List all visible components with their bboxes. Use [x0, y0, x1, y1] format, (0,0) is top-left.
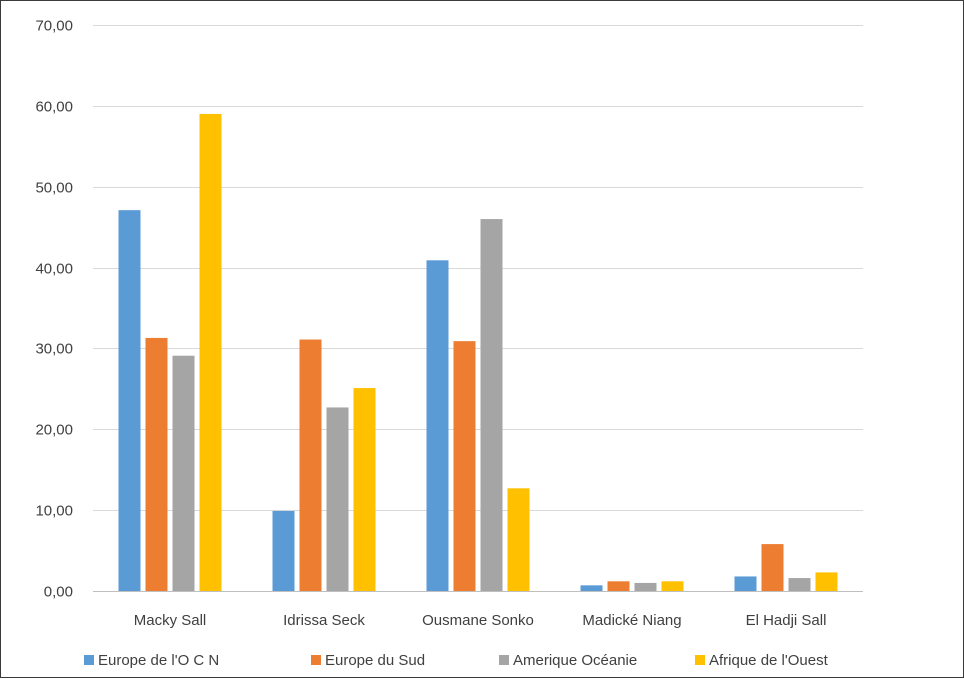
bar-el-hadji-sall-series-3 — [815, 572, 838, 591]
legend-swatch — [695, 655, 705, 665]
bar-ousmane-sonko-series-3 — [507, 488, 530, 591]
bar-macky-sall-series-1 — [145, 337, 168, 591]
bar-madick-niang-series-3 — [661, 581, 684, 591]
y-tick-label: 40,00 — [35, 261, 73, 278]
bar-idrissa-seck-series-2 — [326, 407, 349, 591]
y-tick-label: 10,00 — [35, 503, 73, 520]
y-tick-label: 30,00 — [35, 341, 73, 358]
bar-idrissa-seck-series-0 — [272, 510, 295, 591]
x-category-label: Macky Sall — [134, 612, 207, 629]
legend-swatch — [499, 655, 509, 665]
bar-madick-niang-series-1 — [607, 581, 630, 591]
x-axis-category-labels: Macky Sall Idrissa Seck Ousmane Sonko Madic… — [134, 612, 827, 629]
y-axis-tick-labels: 0,00 10,00 20,00 30,00 40,00 50,00 60,00 70,00 — [35, 18, 73, 601]
legend: Europe de l'O C N Europe du Sud Amerique O… — [84, 652, 829, 669]
bar-macky-sall-series-0 — [118, 210, 141, 592]
bars — [118, 113, 838, 592]
bar-el-hadji-sall-series-0 — [734, 576, 757, 591]
bar-macky-sall-series-3 — [199, 113, 222, 591]
legend-swatch — [84, 655, 94, 665]
y-tick-label: 60,00 — [35, 99, 73, 116]
x-category-label: Ousmane Sonko — [422, 612, 534, 629]
x-category-label: El Hadji Sall — [746, 612, 827, 629]
x-category-label: Madické Niang — [582, 612, 681, 629]
y-tick-label: 70,00 — [35, 18, 73, 35]
bar-ousmane-sonko-series-2 — [480, 219, 503, 592]
legend-label: Amerique Océanie — [513, 652, 637, 669]
bar-el-hadji-sall-series-2 — [788, 578, 811, 591]
x-category-label: Idrissa Seck — [283, 612, 365, 629]
bar-ousmane-sonko-series-1 — [453, 341, 476, 591]
bar-madick-niang-series-0 — [580, 585, 603, 591]
legend-label: Europe du Sud — [325, 652, 425, 669]
bar-madick-niang-series-2 — [634, 582, 657, 591]
y-tick-label: 0,00 — [44, 584, 73, 601]
legend-label: Europe de l'O C N — [98, 652, 219, 669]
bar-macky-sall-series-2 — [172, 355, 195, 591]
y-tick-label: 50,00 — [35, 180, 73, 197]
bar-idrissa-seck-series-1 — [299, 339, 322, 591]
bar-idrissa-seck-series-3 — [353, 388, 376, 591]
y-tick-label: 20,00 — [35, 422, 73, 439]
bar-ousmane-sonko-series-0 — [426, 260, 449, 591]
legend-swatch — [311, 655, 321, 665]
legend-label: Afrique de l'Ouest — [709, 652, 829, 669]
bar-el-hadji-sall-series-1 — [761, 544, 784, 591]
